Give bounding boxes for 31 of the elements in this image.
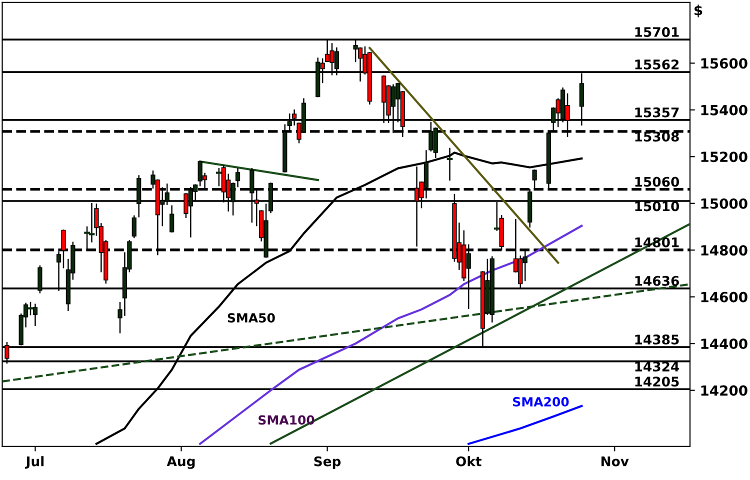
line-series xyxy=(468,404,583,445)
x-tick-label: Jul xyxy=(25,456,44,469)
ref-line-label: 15357 xyxy=(635,107,679,118)
ref-line-label: 15701 xyxy=(635,27,679,37)
y-tick-label: 15200 xyxy=(701,152,748,162)
ref-line-label: 14205 xyxy=(635,376,679,387)
y-axis-title: $ xyxy=(694,4,702,18)
candlestick xyxy=(170,205,174,233)
candlestick xyxy=(132,215,136,238)
x-tick-label: Sep xyxy=(314,456,341,469)
ref-line-label: 14324 xyxy=(635,362,680,372)
x-tick-label: Nov xyxy=(601,456,629,466)
annotation: SMA50 xyxy=(228,313,275,323)
y-tick-label: 14800 xyxy=(701,245,748,256)
x-tick-label: Aug xyxy=(166,456,195,469)
ref-line-label: 15562 xyxy=(635,60,679,70)
candlestick xyxy=(28,302,34,316)
x-tick-label: Okt xyxy=(456,456,482,466)
ref-line-label: 14385 xyxy=(635,334,679,345)
annotation: SMA200 xyxy=(513,397,569,407)
y-tick-label: 14600 xyxy=(701,292,748,302)
y-tick-label: 15400 xyxy=(701,104,748,116)
y-tick-label: 15000 xyxy=(701,198,748,209)
line-series xyxy=(199,224,583,445)
annotation: SMA100 xyxy=(258,415,314,425)
y-tick-label: 14200 xyxy=(701,385,748,396)
ref-line-label: 15060 xyxy=(635,176,680,187)
y-tick-label: 14400 xyxy=(701,338,748,350)
ref-line-label: 15010 xyxy=(635,201,680,212)
y-tick-label: 15600 xyxy=(701,58,748,69)
ref-line-label: 14636 xyxy=(635,276,679,286)
